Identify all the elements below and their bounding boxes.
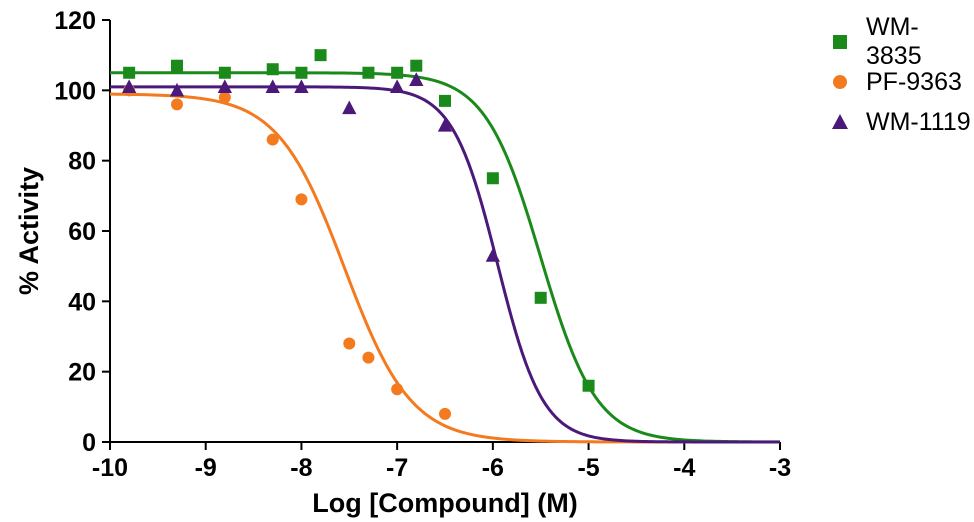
data-point-triangle xyxy=(342,100,356,114)
y-tick-label: 120 xyxy=(54,7,96,35)
legend-item: WM-1119 xyxy=(830,102,974,142)
legend-marker-circle-icon xyxy=(830,72,850,92)
data-point-square xyxy=(535,292,547,304)
x-tick-label: -9 xyxy=(195,454,217,482)
fit-curve xyxy=(110,87,780,442)
fit-curve xyxy=(110,94,780,442)
data-point-circle xyxy=(171,98,183,110)
data-point-circle xyxy=(267,134,279,146)
data-point-triangle xyxy=(390,79,404,93)
y-tick-label: 40 xyxy=(68,288,96,316)
data-point-square xyxy=(362,67,374,79)
data-point-triangle xyxy=(486,248,500,262)
chart-container: -10 -9 -8 -7 -6 -5 -4 -3 Log [Compound] (M) 0 20 40… xyxy=(0,0,974,522)
x-tick-label: -5 xyxy=(577,454,599,482)
legend-label: WM-1119 xyxy=(866,108,971,137)
data-point-square xyxy=(410,60,422,72)
y-tick-label: 20 xyxy=(68,359,96,387)
data-point-square xyxy=(267,63,279,75)
x-tick-label: -3 xyxy=(769,454,791,482)
data-point-circle xyxy=(343,338,355,350)
legend-marker-triangle-icon xyxy=(830,112,850,132)
x-tick-label: -6 xyxy=(482,454,504,482)
x-tick-label: -7 xyxy=(386,454,408,482)
legend-label: WM-3835 xyxy=(866,13,974,71)
data-point-circle xyxy=(295,193,307,205)
data-point-square xyxy=(315,49,327,61)
y-tick-label: 0 xyxy=(82,429,96,457)
data-point-square xyxy=(391,67,403,79)
data-point-square xyxy=(171,60,183,72)
data-point-circle xyxy=(391,383,403,395)
y-tick-label: 80 xyxy=(68,148,96,176)
data-point-square xyxy=(123,67,135,79)
legend-item: WM-3835 xyxy=(830,22,974,62)
legend-marker-square-icon xyxy=(830,32,850,52)
x-axis-label: Log [Compound] (M) xyxy=(312,488,577,518)
y-axis-label: % Activity xyxy=(14,167,44,295)
data-point-circle xyxy=(439,408,451,420)
data-point-square xyxy=(583,380,595,392)
data-point-square xyxy=(439,95,451,107)
y-tick-label: 100 xyxy=(54,77,96,105)
legend: WM-3835 PF-9363 WM-1119 xyxy=(830,22,974,142)
x-tick-label: -4 xyxy=(673,454,695,482)
data-point-square xyxy=(295,67,307,79)
dose-response-chart: -10 -9 -8 -7 -6 -5 -4 -3 Log [Compound] (M) 0 20 40… xyxy=(0,0,974,522)
data-point-square xyxy=(487,172,499,184)
data-point-circle xyxy=(362,352,374,364)
data-point-triangle xyxy=(170,83,184,97)
data-point-square xyxy=(219,67,231,79)
x-tick-label: -10 xyxy=(92,454,128,482)
y-tick-label: 60 xyxy=(68,218,96,246)
legend-item: PF-9363 xyxy=(830,62,974,102)
x-tick-label: -8 xyxy=(290,454,312,482)
legend-label: PF-9363 xyxy=(866,68,962,97)
data-point-circle xyxy=(219,91,231,103)
